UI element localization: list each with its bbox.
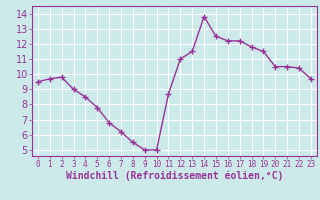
X-axis label: Windchill (Refroidissement éolien,°C): Windchill (Refroidissement éolien,°C) — [66, 171, 283, 181]
